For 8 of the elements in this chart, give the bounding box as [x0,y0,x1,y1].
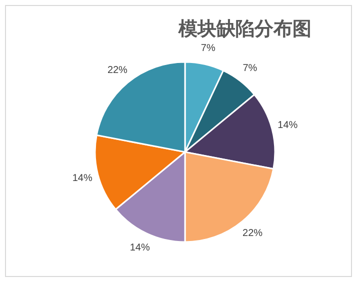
data-label: 14% [72,172,92,184]
chart-title: 模块缺陷分布图 [178,18,312,40]
data-label: 14% [278,120,298,132]
data-label: 7% [242,62,258,74]
data-label: 22% [107,64,128,76]
data-label: 22% [242,228,263,240]
data-label: 14% [130,242,150,254]
data-label: 7% [200,43,216,54]
